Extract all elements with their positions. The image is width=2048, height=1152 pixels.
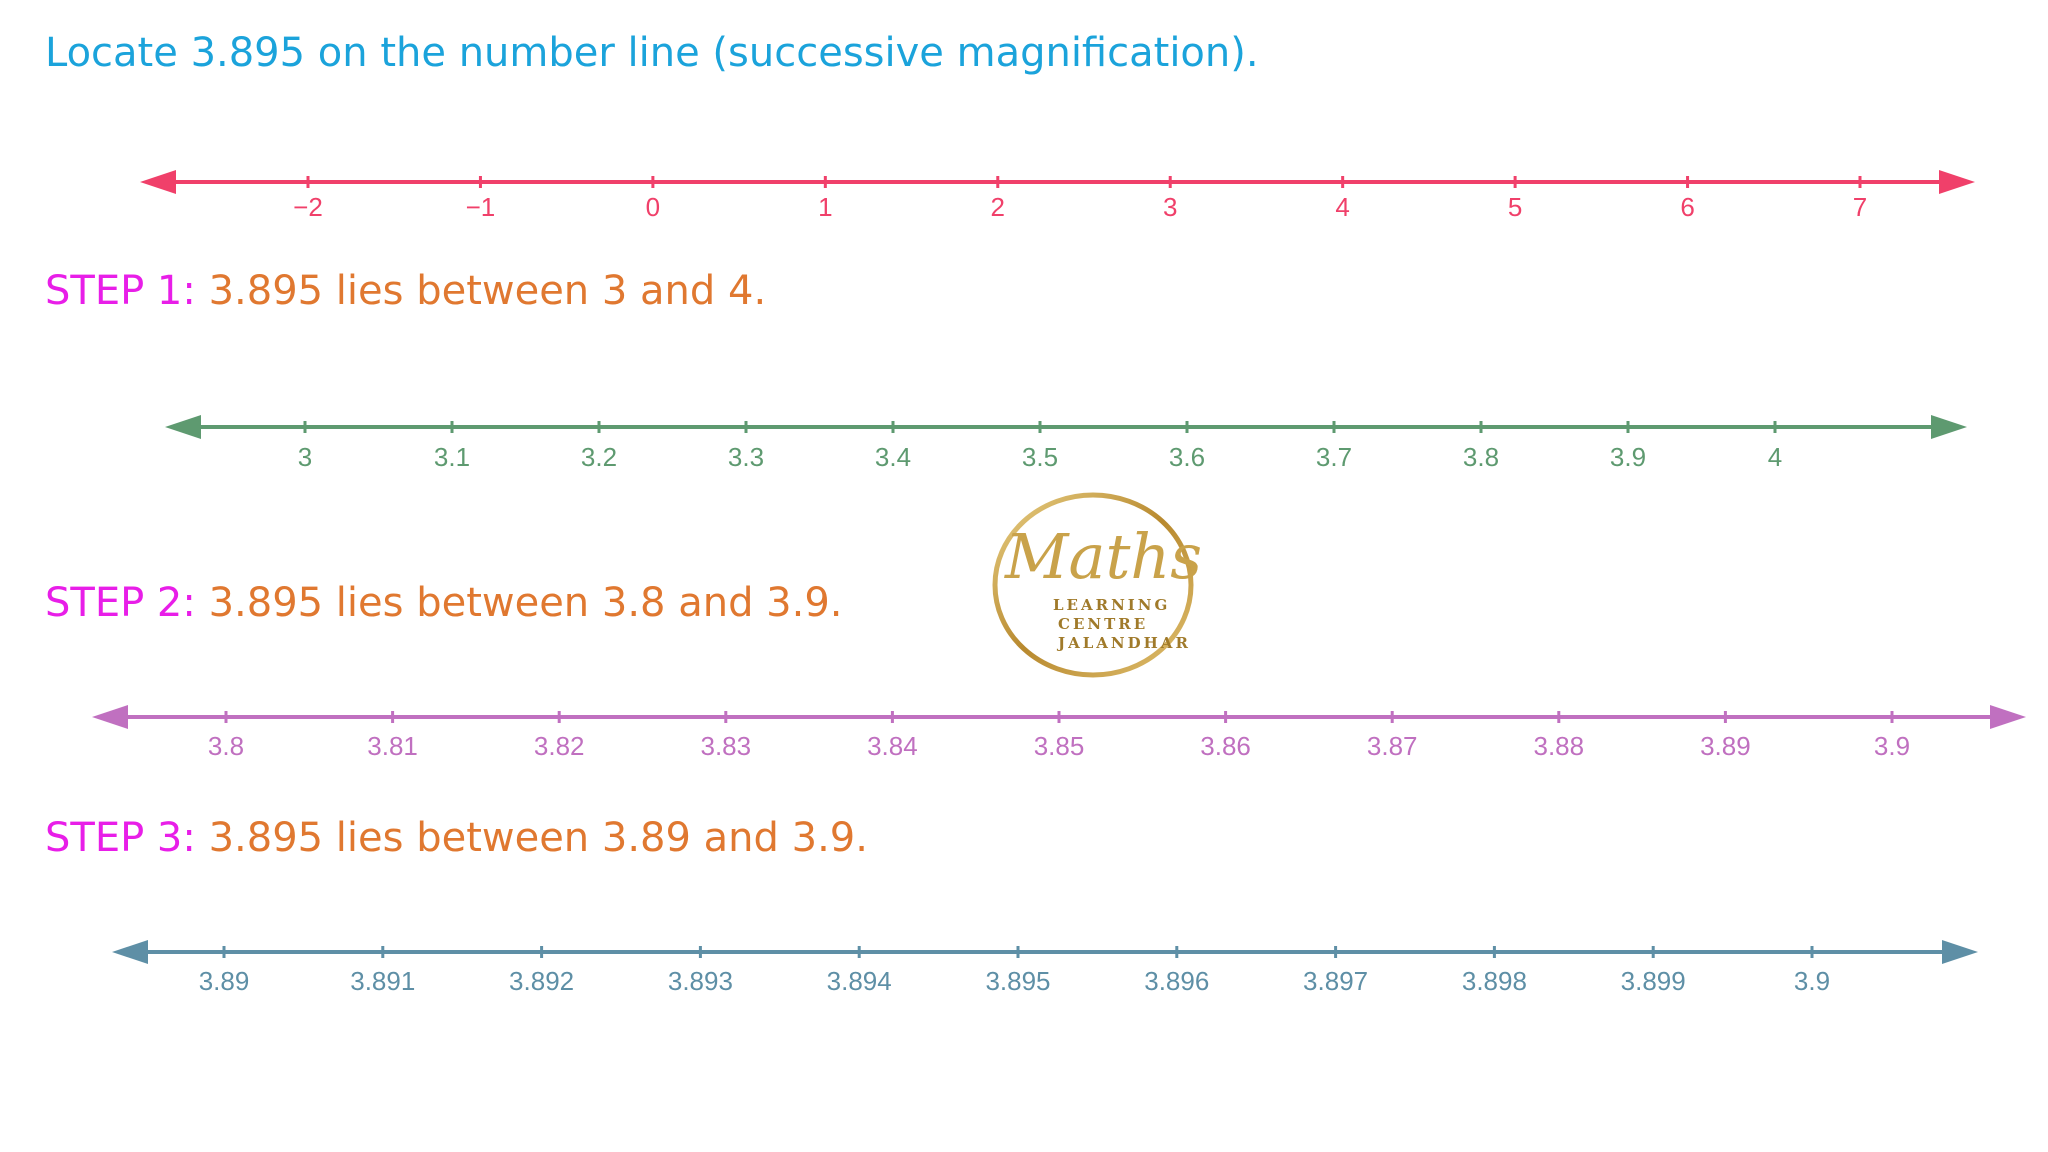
tick-label: 3.899 [1621,966,1686,996]
logo-line-2: CENTRE [1058,615,1148,633]
tick-label: 3.896 [1144,966,1209,996]
tick-label: 2 [991,192,1005,222]
step-2-text: STEP 2: 3.895 lies between 3.8 and 3.9. [45,580,843,626]
number-line-tenths: 3 3.1 3.2 3.3 3.4 3.5 3.6 3.7 3.8 3.9 4 [165,415,1967,472]
tick-label: 3.82 [534,731,585,761]
tick-label: 3.9 [1794,966,1830,996]
tick-label: 7 [1853,192,1867,222]
tick-label: 3.89 [199,966,250,996]
logo-line-1: LEARNING [1053,596,1170,614]
tick-label: 3.87 [1367,731,1418,761]
left-arrow-icon [112,940,148,964]
left-arrow-icon [92,705,128,729]
logo-line-3: JALANDHAR [1056,634,1191,652]
right-arrow-icon [1990,705,2026,729]
tick-label: 3.1 [434,442,470,472]
tick-label: 3.893 [668,966,733,996]
tick-label: 3.898 [1462,966,1527,996]
step-3-statement: 3.895 lies between 3.89 and 3.9. [195,815,868,861]
tick-label: 3.86 [1200,731,1251,761]
tick-label: 3.5 [1022,442,1058,472]
tick-label: 3.4 [875,442,911,472]
tick-label: −2 [293,192,323,222]
tick-label: 3.9 [1610,442,1646,472]
logo-script: Maths [1004,520,1202,593]
tick-label: 6 [1680,192,1694,222]
step-2-statement: 3.895 lies between 3.8 and 3.9. [195,580,843,626]
tick-label: 3.895 [985,966,1050,996]
tick-label: 3.89 [1700,731,1751,761]
tick-label: 3.6 [1169,442,1205,472]
right-arrow-icon [1931,415,1967,439]
right-arrow-icon [1942,940,1978,964]
tick-label: 4 [1768,442,1782,472]
tick-label: 3.8 [1463,442,1499,472]
tick-label: 3.85 [1034,731,1085,761]
left-arrow-icon [165,415,201,439]
number-line-thousandths: 3.89 3.891 3.892 3.893 3.894 3.895 3.896 3.897 3… [112,940,1978,996]
maths-learning-centre-logo: Maths LEARNING CENTRE JALANDHAR [992,492,1202,678]
step-1-statement: 3.895 lies between 3 and 4. [195,268,767,314]
tick-label: 3.83 [700,731,751,761]
tick-label: 5 [1508,192,1522,222]
right-arrow-icon [1939,170,1975,194]
tick-label: 3 [298,442,312,472]
tick-label: 3.3 [728,442,764,472]
step-3-label: STEP 3: [45,815,196,861]
tick-label: 3.84 [867,731,918,761]
logo-ring [992,492,1194,678]
number-line-integers: −2 −1 0 1 2 3 4 5 6 7 [140,170,1975,222]
tick-label: 3.7 [1316,442,1352,472]
step-3-text: STEP 3: 3.895 lies between 3.89 and 3.9. [45,815,868,861]
step-2-label: STEP 2: [45,580,196,626]
tick-label: 3.9 [1874,731,1910,761]
step-1-label: STEP 1: [45,268,196,314]
number-line-hundredths: 3.8 3.81 3.82 3.83 3.84 3.85 3.86 3.87 3.88 3.89 3… [92,705,2026,761]
tick-label: −1 [466,192,496,222]
tick-label: 3.81 [367,731,418,761]
tick-label: 3.891 [350,966,415,996]
tick-label: 4 [1335,192,1349,222]
tick-label: 3 [1163,192,1177,222]
tick-label: 3.8 [208,731,244,761]
tick-label: 1 [818,192,832,222]
tick-label: 3.88 [1533,731,1584,761]
left-arrow-icon [140,170,176,194]
page-title: Locate 3.895 on the number line (success… [45,30,1259,76]
tick-label: 3.892 [509,966,574,996]
step-1-text: STEP 1: 3.895 lies between 3 and 4. [45,268,766,314]
tick-label: 0 [646,192,660,222]
tick-label: 3.2 [581,442,617,472]
tick-label: 3.897 [1303,966,1368,996]
tick-label: 3.894 [827,966,892,996]
